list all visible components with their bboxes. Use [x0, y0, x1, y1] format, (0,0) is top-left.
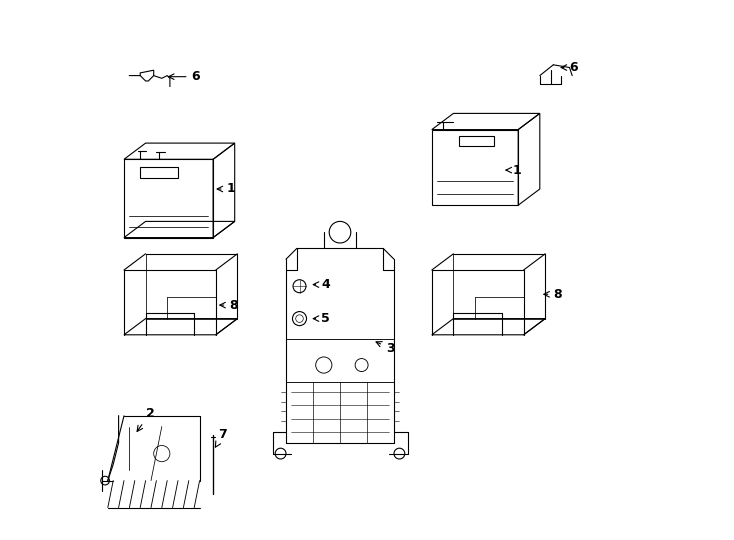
Text: 6: 6: [561, 61, 578, 74]
Bar: [459, 136, 494, 146]
Text: 1: 1: [506, 164, 522, 177]
Text: 5: 5: [313, 312, 330, 325]
Text: 7: 7: [215, 428, 228, 447]
Bar: [140, 167, 178, 178]
Text: 4: 4: [313, 278, 330, 291]
Text: 2: 2: [137, 407, 154, 431]
Text: 3: 3: [376, 342, 395, 355]
Text: 1: 1: [217, 183, 236, 195]
Text: 8: 8: [219, 299, 238, 312]
Text: 6: 6: [169, 70, 200, 83]
Text: 8: 8: [544, 288, 562, 301]
